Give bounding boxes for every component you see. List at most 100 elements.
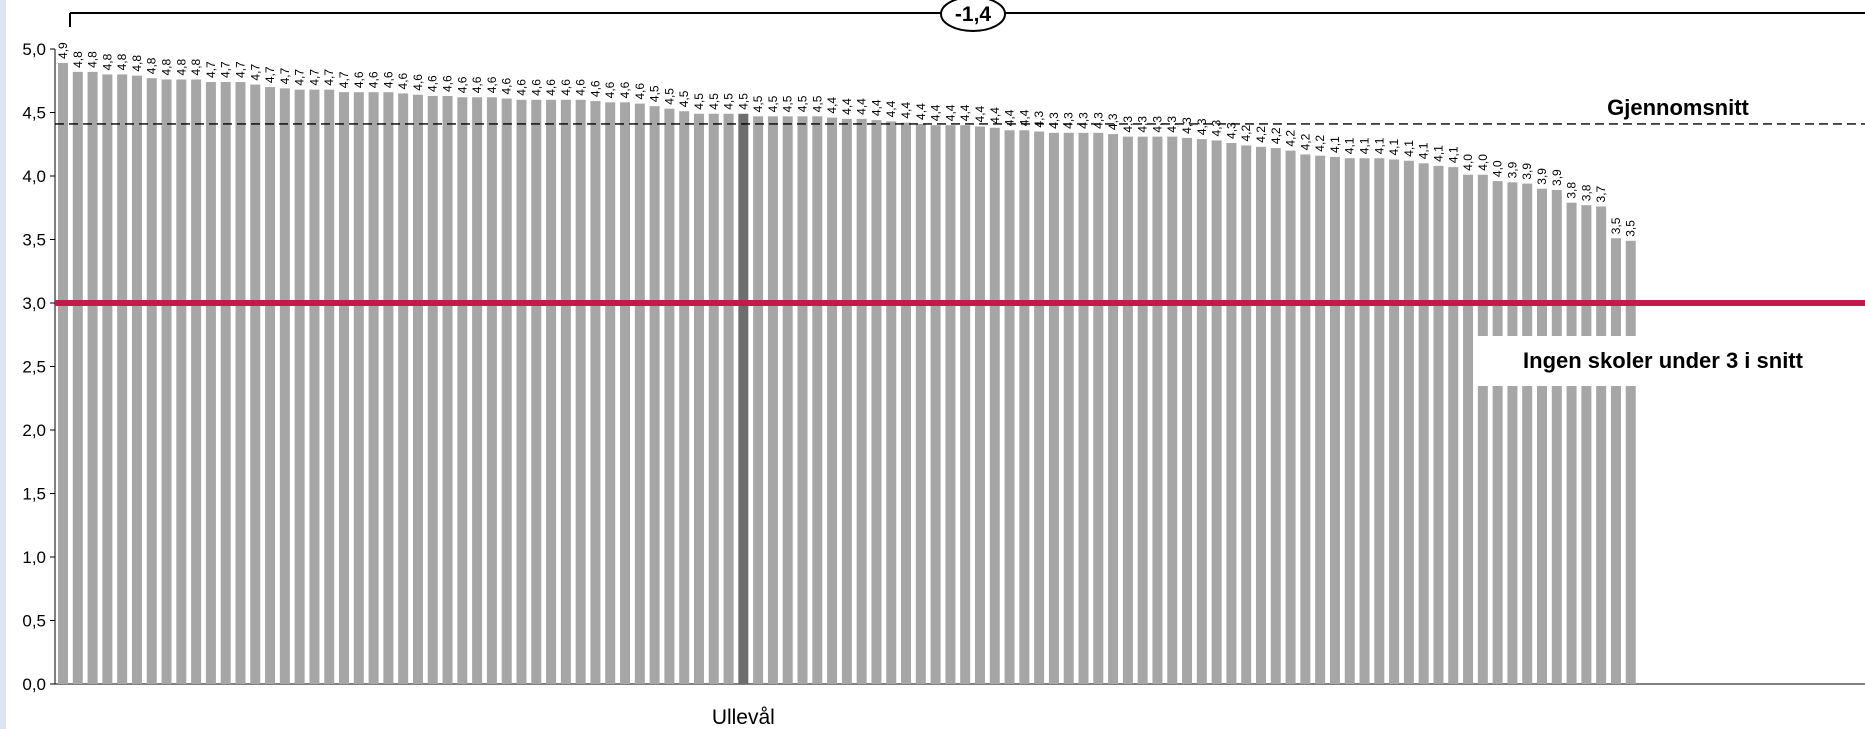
bar (176, 79, 186, 684)
data-label: 4,4 (884, 100, 898, 117)
bar (1093, 133, 1103, 684)
y-tick-label: 2,5 (22, 358, 46, 377)
bar (1552, 190, 1562, 684)
bar (147, 78, 157, 684)
bar (502, 99, 512, 684)
bar (827, 118, 837, 684)
data-label: 4,3 (1047, 112, 1061, 129)
data-label: 4,5 (796, 95, 810, 112)
y-tick-label: 1,0 (22, 548, 46, 567)
data-label: 4,8 (145, 57, 159, 74)
bar (975, 126, 985, 684)
bar (990, 128, 1000, 684)
bar (664, 109, 674, 684)
bar (694, 114, 704, 684)
data-label: 4,6 (514, 79, 528, 96)
bar (369, 92, 379, 684)
bar (1064, 133, 1074, 684)
bar (1226, 143, 1236, 684)
y-tick-label: 4,5 (22, 104, 46, 123)
data-label: 4,2 (1254, 126, 1268, 143)
bar (1005, 130, 1015, 684)
data-label: 4,5 (648, 85, 662, 102)
data-label: 4,8 (174, 58, 188, 75)
bar (250, 85, 260, 684)
data-label: 4,6 (411, 74, 425, 91)
bar (235, 82, 245, 684)
data-label: 4,3 (1210, 119, 1224, 136)
data-label: 4,4 (825, 97, 839, 114)
bar (58, 63, 68, 684)
data-label: 4,4 (943, 104, 957, 121)
data-label: 4,0 (1476, 154, 1490, 171)
data-label: 4,5 (677, 90, 691, 107)
data-label: 4,3 (1106, 113, 1120, 130)
bar (945, 125, 955, 684)
data-label: 4,6 (603, 81, 617, 98)
data-label: 4,2 (1298, 133, 1312, 150)
data-label: 4,2 (1239, 125, 1253, 142)
bar (679, 111, 689, 684)
data-label: 4,4 (988, 107, 1002, 124)
bar (812, 116, 822, 684)
data-label: 4,4 (855, 98, 869, 115)
y-tick-label: 2,0 (22, 421, 46, 440)
data-label: 4,4 (973, 105, 987, 122)
data-label: 4,6 (559, 79, 573, 96)
data-label: 4,7 (233, 61, 247, 78)
data-label: 4,6 (588, 80, 602, 97)
data-label: 4,5 (722, 93, 736, 110)
bar (1286, 151, 1296, 684)
bar (1478, 175, 1488, 684)
bar (1507, 182, 1517, 684)
data-label: 4,7 (219, 61, 233, 78)
bar (886, 121, 896, 684)
data-label: 4,1 (1402, 140, 1416, 157)
bar (709, 114, 719, 684)
data-label: 4,5 (692, 93, 706, 110)
bar (1522, 184, 1532, 684)
data-label: 3,9 (1520, 163, 1534, 180)
data-label: 4,4 (929, 104, 943, 121)
bar (1448, 167, 1458, 684)
bar (783, 116, 793, 684)
data-label: 4,5 (707, 93, 721, 110)
data-label: 3,5 (1609, 217, 1623, 234)
data-label: 3,8 (1579, 184, 1593, 201)
data-label: 3,9 (1535, 168, 1549, 185)
data-label: 4,1 (1417, 142, 1431, 159)
data-label: 4,6 (455, 76, 469, 93)
bar (309, 90, 319, 684)
bar (339, 92, 349, 684)
data-label: 4,7 (307, 69, 321, 86)
bar (1330, 157, 1340, 684)
data-label: 3,9 (1505, 161, 1519, 178)
data-label: 4,8 (160, 58, 174, 75)
bar (162, 79, 172, 684)
data-label: 4,4 (958, 104, 972, 121)
bar (1463, 175, 1473, 684)
data-label: 4,2 (1313, 135, 1327, 152)
bar (590, 101, 600, 684)
bar (1493, 181, 1503, 684)
bar (206, 82, 216, 684)
bar (842, 119, 852, 684)
y-tick-label: 4,0 (22, 167, 46, 186)
bar-chart: 0,00,51,01,52,02,53,03,54,04,55,0 4,94,8… (6, 0, 1865, 729)
bar (1167, 137, 1177, 684)
data-label: 4,6 (396, 72, 410, 89)
y-tick-label: 5,0 (22, 40, 46, 59)
data-label: 4,5 (736, 93, 750, 110)
bar (635, 104, 645, 684)
bar (1596, 206, 1606, 684)
bar (354, 92, 364, 684)
bar (221, 82, 231, 684)
data-label: 4,1 (1387, 138, 1401, 155)
data-label: 4,3 (1062, 112, 1076, 129)
data-label: 4,6 (381, 71, 395, 88)
bar (605, 102, 615, 684)
bar (620, 102, 630, 684)
y-tick-label: 3,5 (22, 231, 46, 250)
bar (1345, 158, 1355, 684)
